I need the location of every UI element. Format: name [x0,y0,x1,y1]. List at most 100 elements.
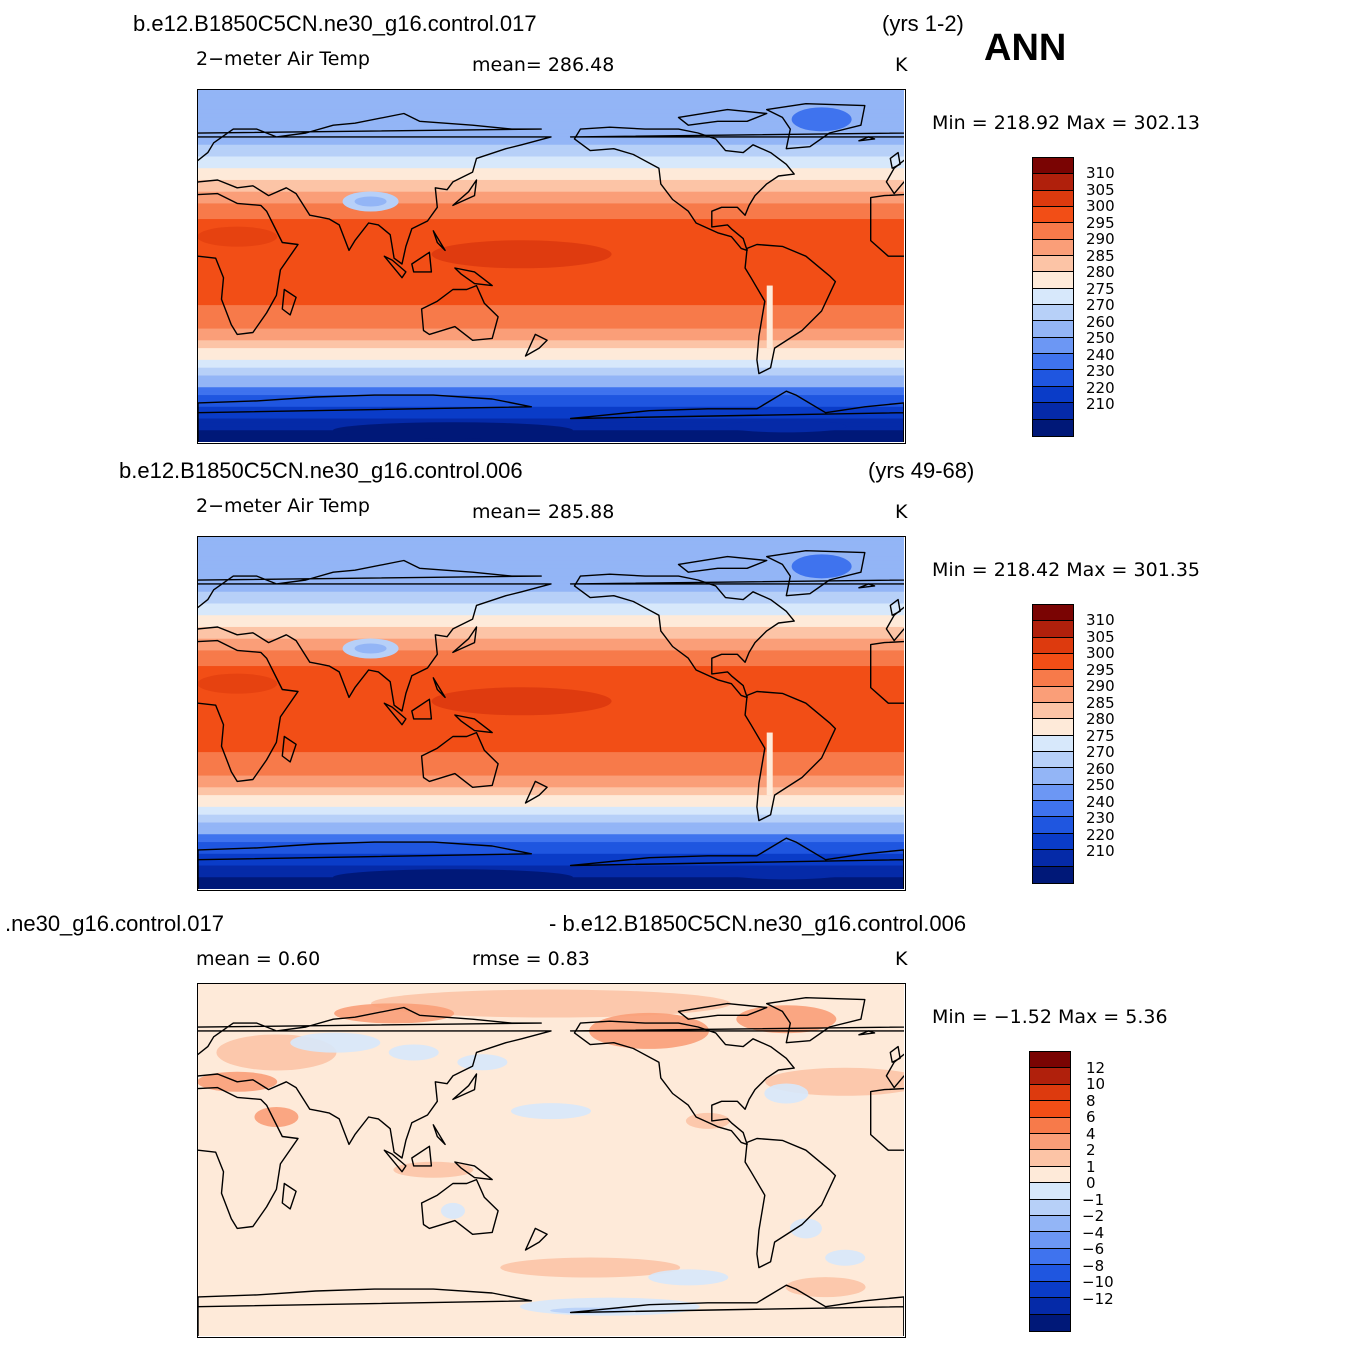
colorbar-swatch [1030,1248,1070,1266]
colorbar-tick-label: −4 [1082,1223,1105,1242]
colorbar-swatch [1033,833,1073,851]
panel1-colorbar [1032,157,1074,437]
colorbar-swatch [1033,850,1073,867]
colorbar-tick-label: 240 [1086,345,1115,364]
colorbar-swatch [1033,735,1073,753]
colorbar-tick-label: −2 [1082,1207,1105,1226]
colorbar-swatch [1033,801,1073,818]
colorbar-swatch [1030,1084,1070,1102]
colorbar-swatch [1030,1298,1070,1315]
colorbar-tick-label: 275 [1086,279,1115,298]
colorbar-swatch [1033,354,1073,371]
panel1-case-title: b.e12.B1850C5CN.ne30_g16.control.017 [133,11,537,36]
panel2-units: K [895,501,908,523]
colorbar-swatch [1030,1117,1070,1135]
panel2-case-title: b.e12.B1850C5CN.ne30_g16.control.006 [119,458,523,483]
colorbar-swatch [1033,703,1073,720]
colorbar-swatch [1033,403,1073,420]
panel3-case-title-right: - b.e12.B1850C5CN.ne30_g16.control.006 [549,911,967,936]
colorbar-tick-label: 6 [1086,1108,1096,1127]
colorbar-swatch [1030,1134,1070,1151]
colorbar-swatch [1033,670,1073,687]
colorbar-swatch [1033,321,1073,338]
colorbar-swatch [1033,419,1073,436]
colorbar-tick-label: 275 [1086,726,1115,745]
colorbar-tick-label: 220 [1086,378,1115,397]
colorbar-tick-label: 310 [1086,611,1115,630]
colorbar-tick-label: 250 [1086,776,1115,795]
colorbar-tick-label: 280 [1086,710,1115,729]
colorbar-tick-label: 230 [1086,809,1115,828]
panel3-colorbar [1029,1051,1071,1332]
panel1-variable-label: 2−meter Air Temp [196,48,370,70]
colorbar-tick-label: 210 [1086,842,1115,861]
colorbar-swatch [1030,1052,1070,1069]
panel2-minmax: Min = 218.42 Max = 301.35 [932,559,1200,581]
colorbar-tick-label: 285 [1086,246,1115,265]
colorbar-tick-label: 270 [1086,296,1115,315]
colorbar-swatch [1033,370,1073,387]
colorbar-tick-label: 1 [1086,1157,1096,1176]
colorbar-swatch [1033,866,1073,883]
colorbar-swatch [1033,719,1073,736]
colorbar-tick-label: −8 [1082,1256,1105,1275]
panel1-map [197,89,906,444]
colorbar-swatch [1033,305,1073,322]
colorbar-swatch [1033,174,1073,191]
colorbar-swatch [1033,272,1073,289]
colorbar-swatch [1033,817,1073,834]
colorbar-tick-label: 250 [1086,329,1115,348]
colorbar-swatch [1033,337,1073,355]
colorbar-swatch [1030,1314,1070,1331]
colorbar-swatch [1030,1150,1070,1167]
colorbar-tick-label: 0 [1086,1174,1096,1193]
colorbar-tick-label: 305 [1086,627,1115,646]
colorbar-swatch [1030,1183,1070,1200]
colorbar-swatch [1033,654,1073,671]
colorbar-swatch [1033,190,1073,208]
colorbar-swatch [1030,1068,1070,1085]
panel2-years: (yrs 49-68) [868,458,975,483]
colorbar-tick-label: 300 [1086,197,1115,216]
colorbar-tick-label: 240 [1086,792,1115,811]
panel1-years: (yrs 1-2) [882,11,964,36]
panel2-map [197,536,906,891]
colorbar-tick-label: 12 [1086,1058,1106,1077]
colorbar-tick-label: 305 [1086,180,1115,199]
colorbar-swatch [1033,768,1073,785]
colorbar-tick-label: −1 [1082,1190,1105,1209]
colorbar-swatch [1030,1232,1070,1249]
colorbar-tick-label: 260 [1086,759,1115,778]
colorbar-swatch [1030,1199,1070,1217]
colorbar-swatch [1033,256,1073,273]
colorbar-swatch [1033,223,1073,240]
colorbar-swatch [1030,1216,1070,1233]
panel3-rmse: rmse = 0.83 [472,948,590,970]
colorbar-tick-label: −10 [1082,1273,1114,1292]
colorbar-tick-label: 300 [1086,644,1115,663]
colorbar-tick-label: 10 [1086,1075,1106,1094]
panel2-mean: mean= 285.88 [472,501,615,523]
colorbar-tick-label: 285 [1086,693,1115,712]
season-label: ANN [984,27,1067,69]
colorbar-swatch [1033,784,1073,802]
panel1-minmax: Min = 218.92 Max = 302.13 [932,112,1200,134]
panel3-units: K [895,948,908,970]
colorbar-tick-label: 220 [1086,825,1115,844]
colorbar-swatch [1033,158,1073,175]
colorbar-tick-label: 270 [1086,743,1115,762]
colorbar-swatch [1033,686,1073,704]
panel3-case-title-left: .ne30_g16.control.017 [5,911,224,936]
colorbar-swatch [1033,752,1073,769]
panel2-variable-label: 2−meter Air Temp [196,495,370,517]
colorbar-swatch [1033,288,1073,306]
colorbar-tick-label: 260 [1086,312,1115,331]
colorbar-swatch [1033,386,1073,404]
colorbar-swatch [1030,1166,1070,1184]
colorbar-swatch [1033,207,1073,224]
colorbar-swatch [1030,1281,1070,1299]
colorbar-tick-label: 290 [1086,230,1115,249]
colorbar-swatch [1033,605,1073,622]
colorbar-swatch [1033,637,1073,655]
colorbar-tick-label: 295 [1086,213,1115,232]
